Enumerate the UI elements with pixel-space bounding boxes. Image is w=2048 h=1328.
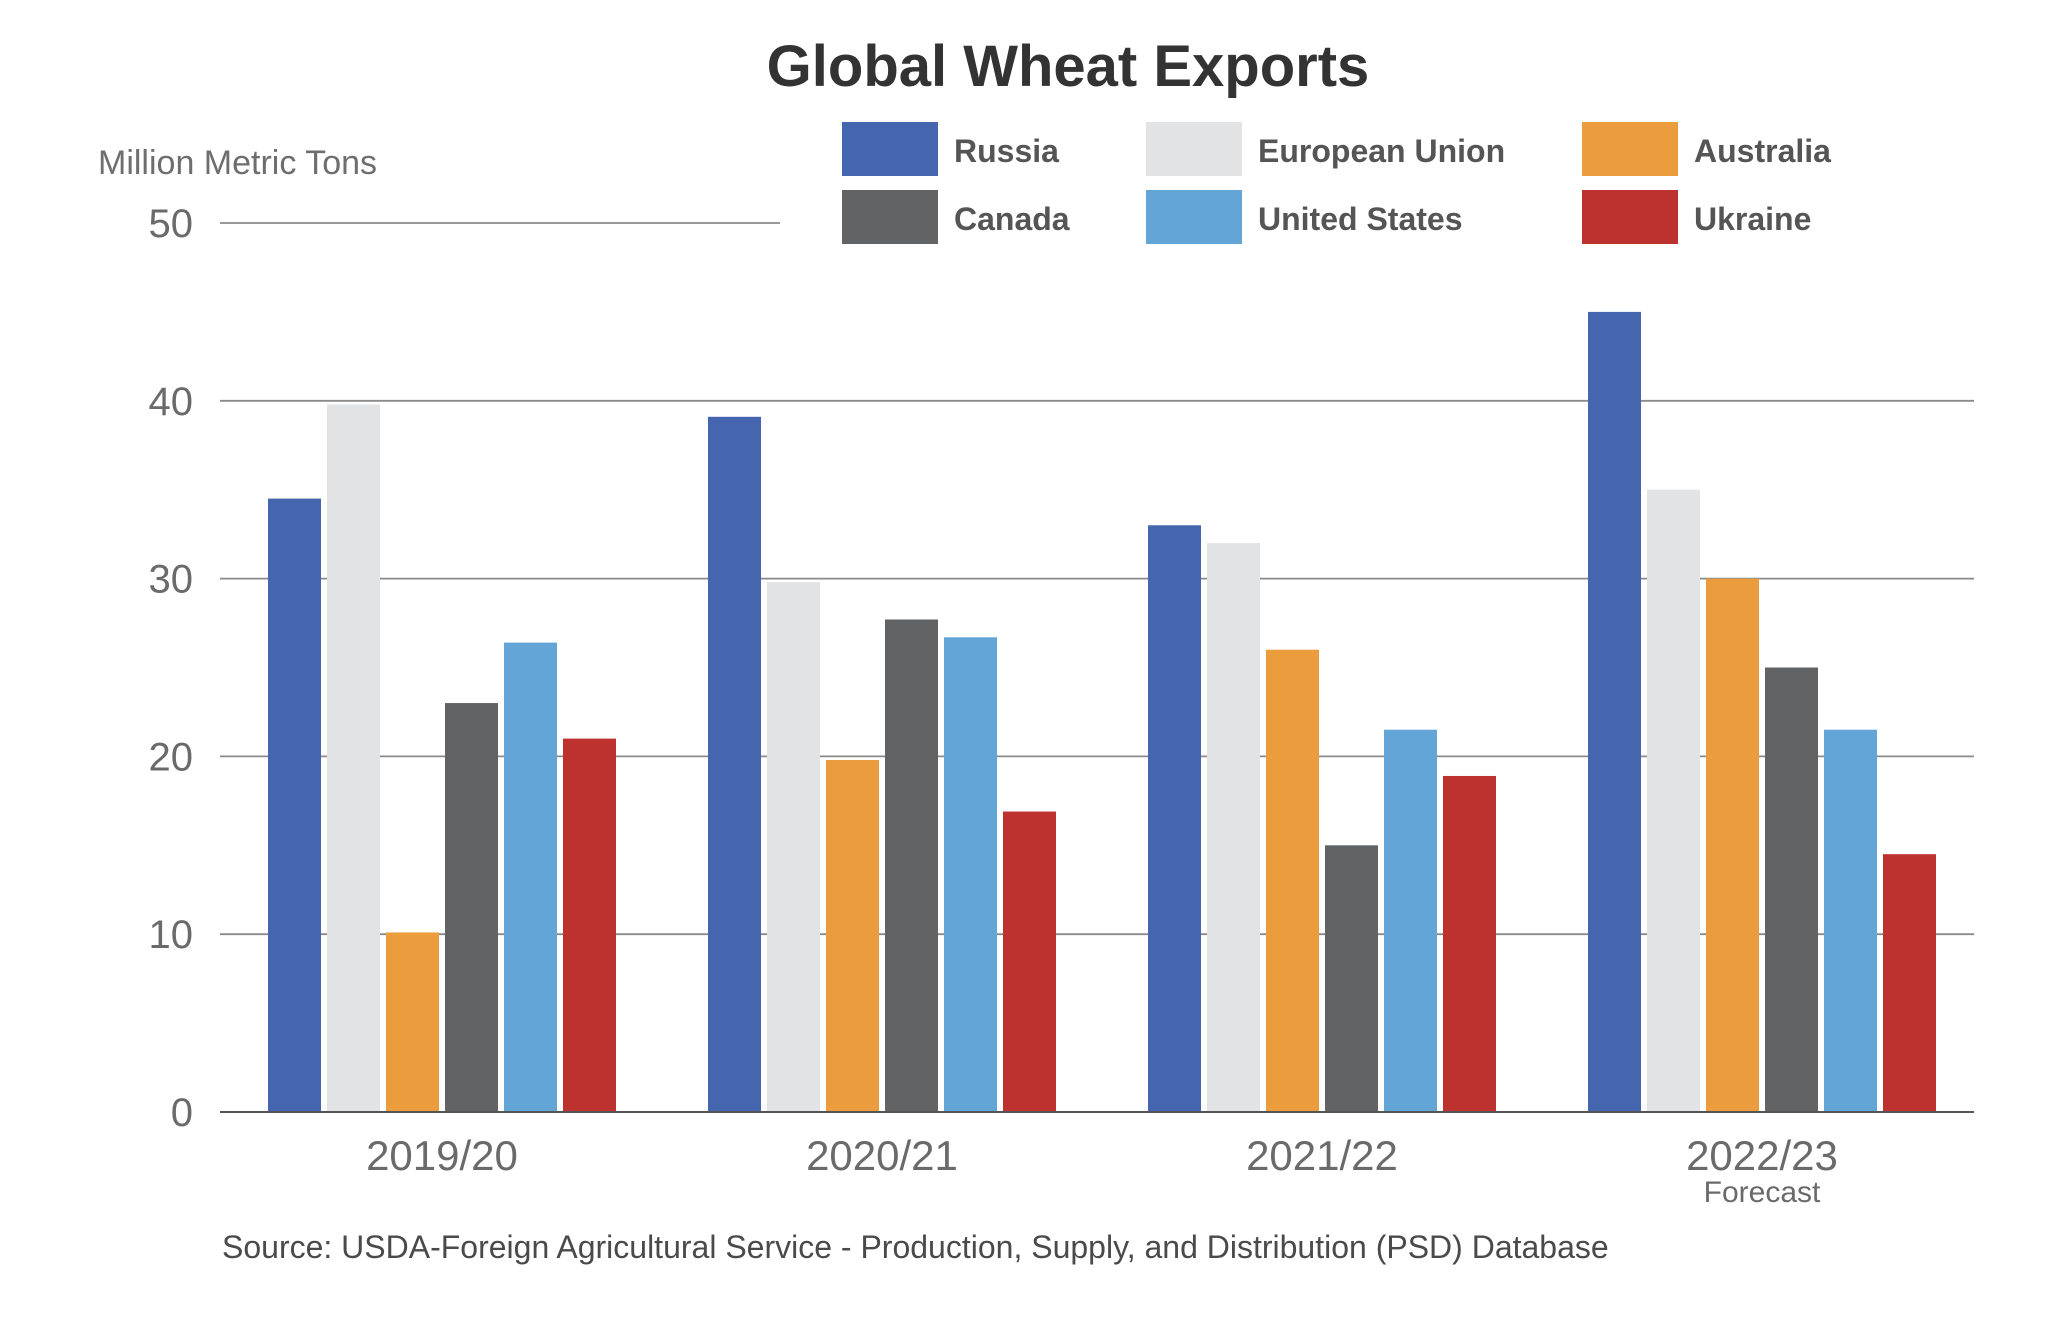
y-tick-label: 30 xyxy=(149,558,194,602)
y-tick-label: 10 xyxy=(149,913,194,957)
bar xyxy=(944,637,997,1112)
bar xyxy=(445,703,498,1112)
legend-label: Ukraine xyxy=(1694,201,1811,237)
x-tick-label: 2020/21 xyxy=(806,1132,958,1179)
bar xyxy=(386,932,439,1112)
bar xyxy=(268,498,321,1113)
x-tick-label: 2019/20 xyxy=(366,1132,518,1179)
bars xyxy=(268,311,1936,1113)
legend-swatch xyxy=(1146,190,1242,244)
bar xyxy=(885,619,938,1112)
bar xyxy=(1443,775,1496,1112)
legend-item: European Union xyxy=(1146,122,1505,176)
y-axis-ticks: 0 10 20 30 40 50 xyxy=(149,202,194,1135)
legend-label: Australia xyxy=(1694,133,1831,169)
x-tick-label: 2022/23 xyxy=(1686,1132,1838,1179)
bar xyxy=(1266,649,1319,1112)
y-tick-label: 20 xyxy=(149,735,194,779)
legend-swatch xyxy=(842,190,938,244)
y-tick-label: 50 xyxy=(149,202,194,246)
bar xyxy=(1883,854,1936,1112)
chart-title: Global Wheat Exports xyxy=(767,34,1370,99)
bar xyxy=(1706,578,1759,1112)
bar-group xyxy=(708,416,1056,1112)
legend-swatch xyxy=(1582,122,1678,176)
source-note: Source: USDA-Foreign Agricultural Servic… xyxy=(222,1229,1609,1265)
legend-swatch xyxy=(1146,122,1242,176)
bar xyxy=(1588,311,1641,1112)
legend-swatch xyxy=(1582,190,1678,244)
x-tick-sublabel: Forecast xyxy=(1704,1176,1821,1209)
bar xyxy=(327,404,380,1113)
bar xyxy=(1148,525,1201,1112)
bar-group xyxy=(268,404,616,1113)
bar xyxy=(1207,543,1260,1112)
bar xyxy=(1765,667,1818,1112)
bar xyxy=(708,416,761,1112)
legend-label: United States xyxy=(1258,201,1462,237)
legend-item: Russia xyxy=(842,122,1059,176)
legend-item: Canada xyxy=(842,190,1070,244)
y-tick-label: 40 xyxy=(149,380,194,424)
legend-swatch xyxy=(842,122,938,176)
bar xyxy=(1003,811,1056,1112)
legend-item: Ukraine xyxy=(1582,190,1811,244)
x-tick-label: 2021/22 xyxy=(1246,1132,1398,1179)
bar xyxy=(563,738,616,1112)
legend-label: Russia xyxy=(954,133,1059,169)
bar xyxy=(826,759,879,1112)
bar xyxy=(1384,729,1437,1112)
bar xyxy=(767,582,820,1112)
bar-group xyxy=(1588,311,1936,1112)
bar xyxy=(1325,845,1378,1112)
bar-group xyxy=(1148,525,1496,1112)
legend-label: European Union xyxy=(1258,133,1505,169)
y-tick-label: 0 xyxy=(171,1091,193,1135)
bar xyxy=(1647,489,1700,1112)
bar xyxy=(1824,729,1877,1112)
legend-item: Australia xyxy=(1582,122,1831,176)
bar xyxy=(504,642,557,1112)
y-axis-unit-label: Million Metric Tons xyxy=(98,144,377,182)
legend-label: Canada xyxy=(954,201,1070,237)
legend: Russia European Union Australia Canada Unite… xyxy=(842,122,1831,244)
legend-item: United States xyxy=(1146,190,1462,244)
